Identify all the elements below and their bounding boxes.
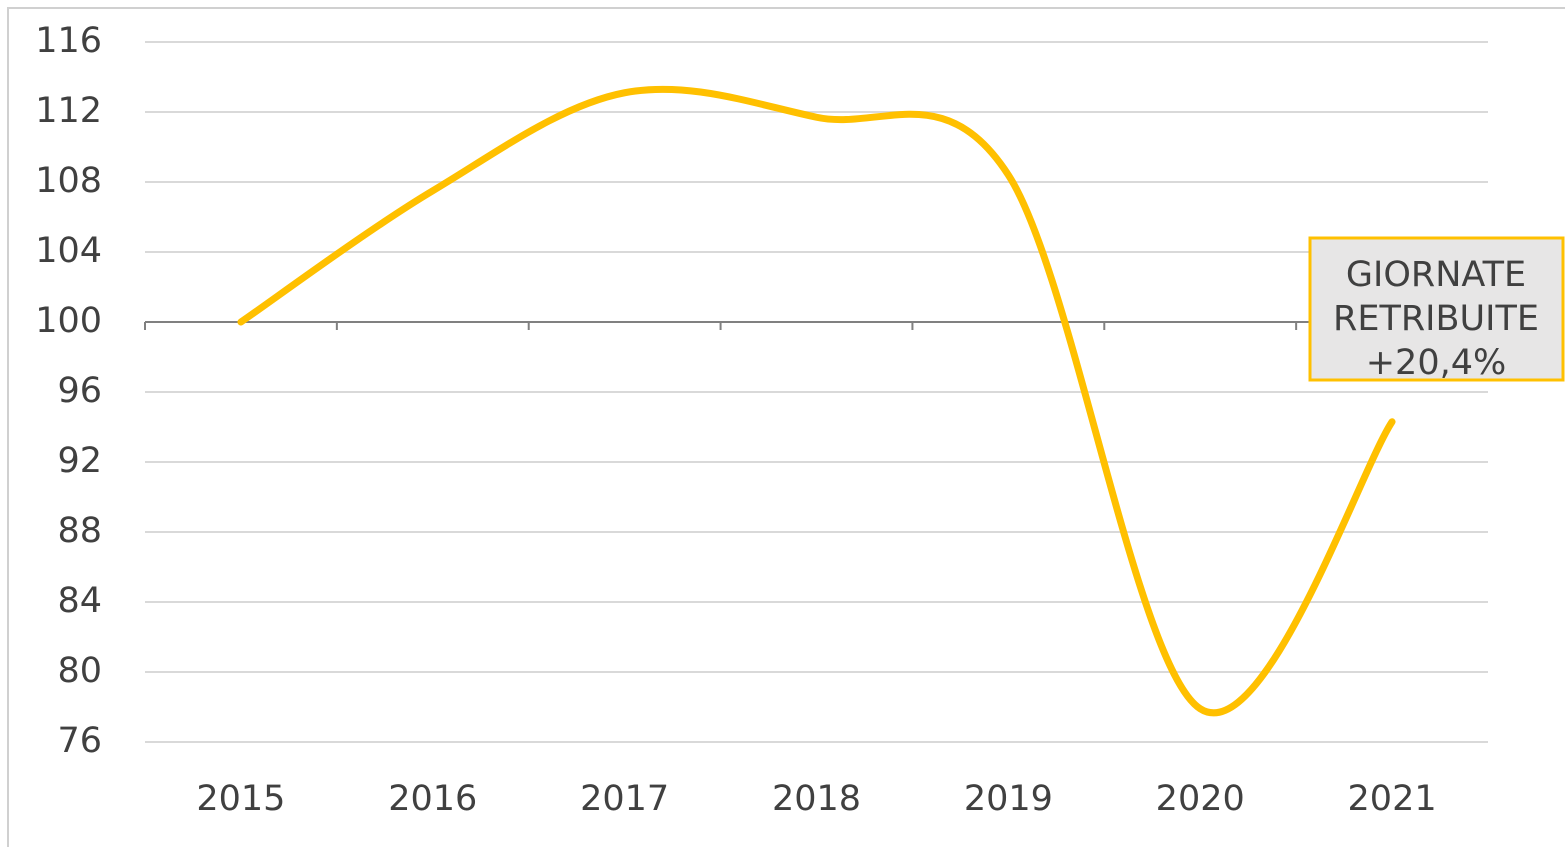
x-tick-label: 2016 [388, 779, 477, 819]
y-tick-label: 116 [35, 21, 102, 61]
y-tick-label: 112 [35, 91, 102, 131]
data-line [237, 85, 1396, 716]
x-tick-label: 2020 [1156, 779, 1245, 819]
x-tick-label: 2021 [1348, 779, 1437, 819]
y-tick-label: 100 [35, 301, 102, 341]
x-tick-label: 2015 [196, 779, 285, 819]
annotation-box [1308, 236, 1565, 382]
chart-frame [7, 7, 1565, 847]
y-tick-label: 108 [35, 161, 102, 201]
y-tick-label: 80 [57, 651, 102, 691]
annotation-text: RETRIBUITE [1333, 299, 1539, 339]
x-tick-label: 2018 [772, 779, 861, 819]
y-tick-label: 92 [57, 441, 102, 481]
x-tick-label: 2019 [964, 779, 1053, 819]
annotation-text: GIORNATE [1346, 255, 1526, 295]
y-tick-label: 76 [57, 721, 102, 761]
y-tick-label: 96 [57, 371, 102, 411]
y-tick-label: 104 [35, 231, 102, 271]
y-tick-label: 84 [57, 581, 102, 621]
annotation-text: +20,4% [1366, 343, 1507, 383]
x-tick-label: 2017 [580, 779, 669, 819]
y-tick-label: 88 [57, 511, 102, 551]
